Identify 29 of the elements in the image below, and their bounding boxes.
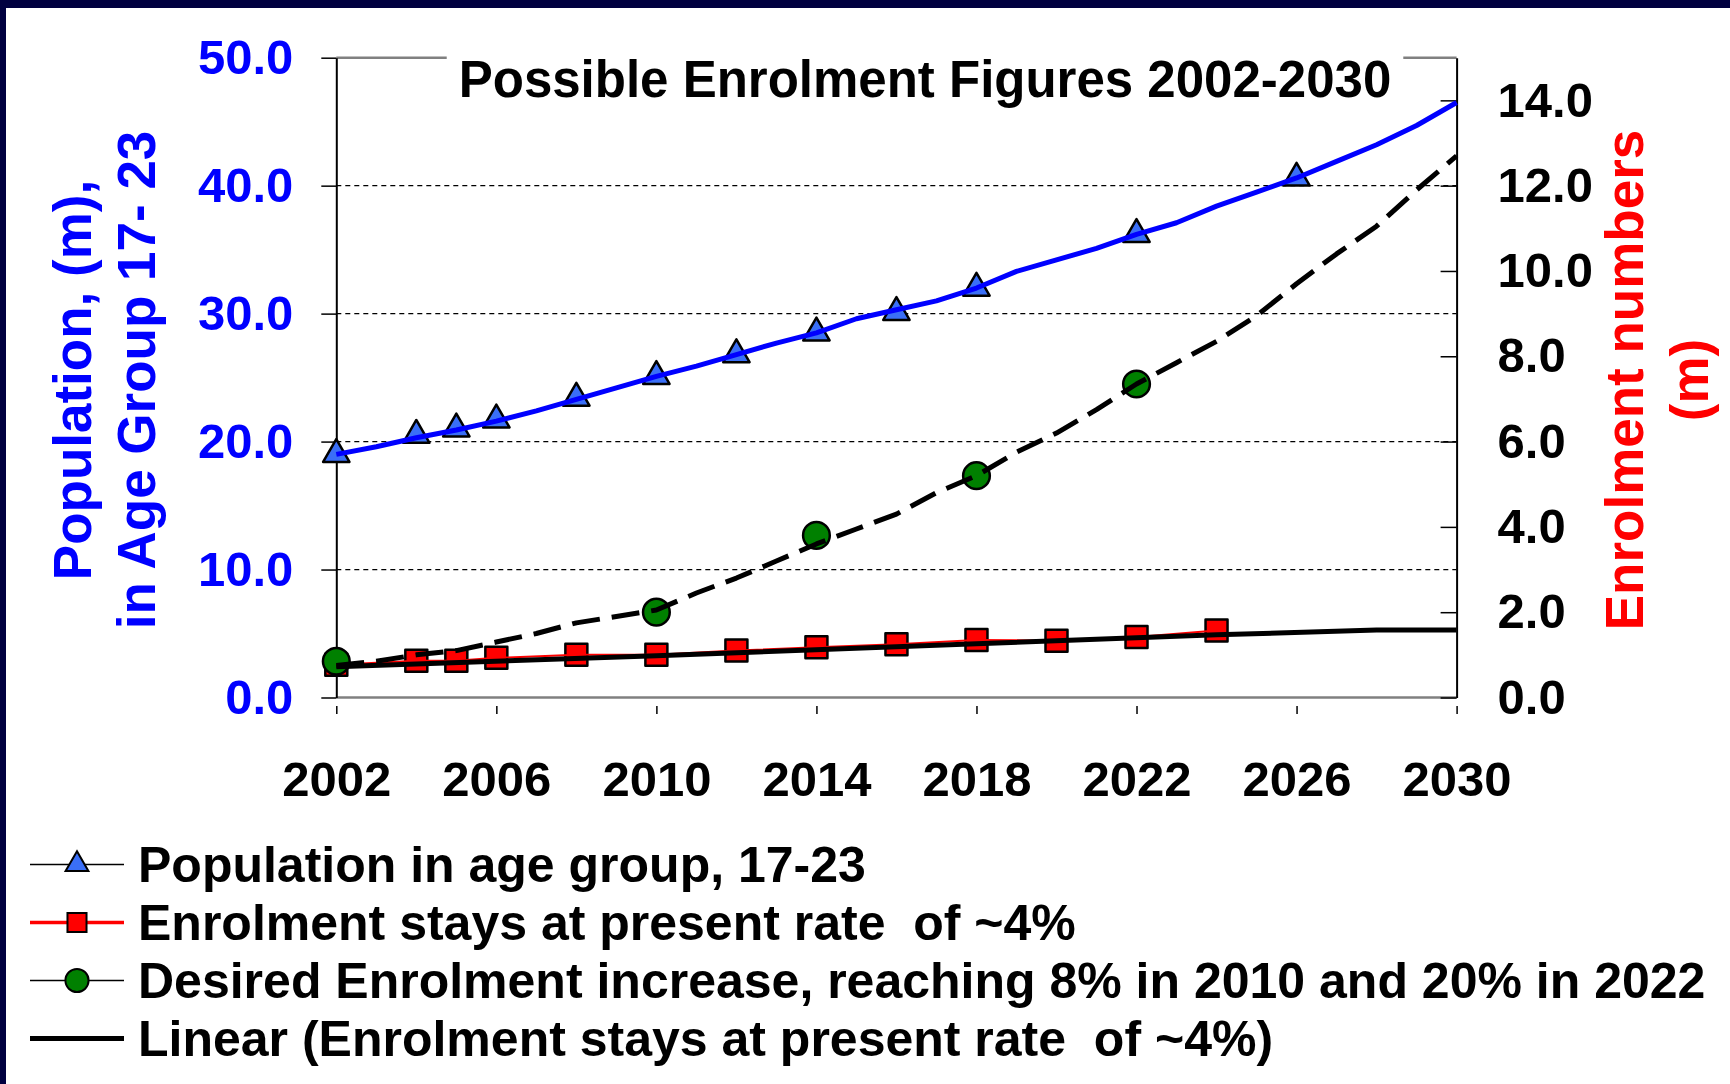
y2-axis-title: Enrolment numbers (m): [1595, 129, 1719, 631]
y2-tick-label: 6.0: [1497, 413, 1566, 468]
y2-tick-label: 14.0: [1497, 72, 1593, 127]
y-axis-title: Population, (m), in Age Group 17- 23: [43, 130, 166, 630]
y-tick-label: 50.0: [197, 29, 294, 84]
x-tick-label: 2026: [1242, 751, 1352, 806]
y-tick-label: 0.0: [225, 669, 294, 724]
chart-title: Possible Enrolment Figures 2002-2030: [458, 51, 1392, 108]
y2-tick-label: 8.0: [1497, 328, 1566, 383]
legend-label: Desired Enrolment increase, reaching 8% in 2010 and 20% in 2022: [138, 952, 1706, 1009]
x-tick-label: 2030: [1402, 751, 1512, 806]
y-tick-label: 40.0: [197, 157, 294, 212]
x-tick-label: 2006: [442, 751, 552, 806]
y2-tick-label: 10.0: [1497, 243, 1593, 298]
x-tick-label: 2002: [282, 751, 392, 806]
y2-tick-label: 4.0: [1497, 499, 1566, 554]
x-tick-label: 2010: [602, 751, 712, 806]
legend-label: Enrolment stays at present rate of ~4%: [138, 894, 1076, 951]
x-tick-label: 2014: [762, 751, 872, 806]
y-tick-label: 10.0: [197, 541, 294, 596]
legend-label: Linear (Enrolment stays at present rate of ~4%): [138, 1010, 1274, 1067]
legend-label: Population in age group, 17-23: [138, 836, 866, 893]
y2-tick-label: 0.0: [1497, 669, 1566, 724]
y-tick-label: 30.0: [197, 285, 294, 340]
x-tick-label: 2018: [922, 751, 1032, 806]
x-tick-label: 2022: [1082, 751, 1192, 806]
y2-tick-label: 12.0: [1497, 157, 1593, 212]
y2-tick-label: 2.0: [1497, 584, 1566, 639]
y-tick-label: 20.0: [197, 413, 294, 468]
